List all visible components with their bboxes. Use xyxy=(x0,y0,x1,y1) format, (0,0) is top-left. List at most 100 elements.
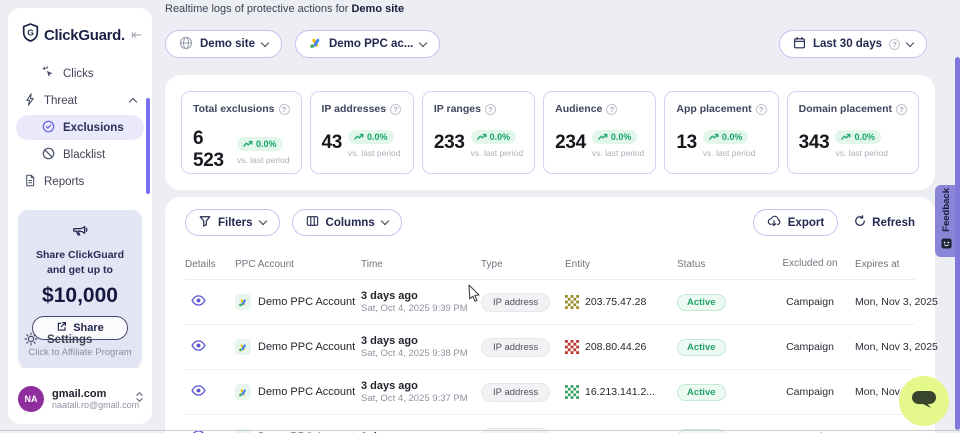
collapse-sidebar-icon[interactable]: ⇤ xyxy=(131,27,142,42)
ppc-account-name: Demo PPC Account xyxy=(258,386,356,398)
sidebar-item-reports[interactable]: Reports xyxy=(16,169,144,194)
columns-icon xyxy=(306,215,319,230)
filters-button-label: Filters xyxy=(218,216,253,229)
ip-identicon xyxy=(565,340,579,354)
stat-value: 233 xyxy=(433,132,465,153)
sidebar-item-blacklist[interactable]: Blacklist xyxy=(16,142,144,167)
entity-value: 208.80.44.26 xyxy=(585,341,647,353)
chevron-down-icon xyxy=(260,38,270,47)
calendar-icon xyxy=(793,36,806,52)
trend-value: 0.0% xyxy=(256,139,277,149)
window-bottom-edge xyxy=(0,430,960,431)
time-absolute: Sat, Oct 4, 2025 9:38 PM xyxy=(361,348,468,359)
sidebar-item-settings[interactable]: Settings xyxy=(8,328,152,352)
account-filter-value: Demo PPC ac... xyxy=(328,38,414,50)
gear-icon xyxy=(24,331,38,349)
col-header-status[interactable]: Status xyxy=(677,259,706,270)
col-header-excluded-on[interactable]: Excluded on xyxy=(782,258,838,269)
refresh-icon xyxy=(854,215,866,230)
export-button[interactable]: Export xyxy=(752,209,839,236)
click-cursor-icon xyxy=(42,65,55,82)
table-row[interactable]: Demo PPC Account 3 days ago Sat, Oct 4, 2… xyxy=(185,280,938,325)
type-badge: IP address xyxy=(481,337,551,357)
date-range-dropdown[interactable]: Last 30 days xyxy=(778,30,927,58)
share-button-label: Share xyxy=(73,322,104,335)
ppc-account-name: Demo PPC Account xyxy=(258,431,355,433)
excluded-on-value: Campaign xyxy=(777,431,843,433)
stat-value: 6 523 xyxy=(193,128,224,171)
page-title: Realtime logs of protective actions for … xyxy=(165,3,404,15)
megaphone-icon xyxy=(72,222,89,242)
divider xyxy=(20,367,140,368)
sidebar-item-clicks[interactable]: Clicks xyxy=(16,61,144,86)
stat-card-audience: Audience 234 0.0% vs. last period xyxy=(543,91,657,174)
lightning-icon xyxy=(24,92,36,109)
sidebar-item-exclusions[interactable]: Exclusions xyxy=(16,115,144,140)
trend-up-icon xyxy=(841,133,851,140)
help-icon[interactable] xyxy=(390,103,402,115)
sidebar-item-threat[interactable]: Threat xyxy=(16,88,144,113)
check-circle-icon xyxy=(42,120,55,136)
globe-icon xyxy=(179,36,193,53)
affiliate-promo-card[interactable]: Share ClickGuard and get up to $10,000 S… xyxy=(18,210,142,369)
svg-text:G: G xyxy=(27,27,34,37)
view-details-eye-icon[interactable] xyxy=(191,430,206,433)
google-ads-icon xyxy=(235,384,251,400)
table-row[interactable]: Demo PPC Account 3 days ago Sat, Oct 4, 2… xyxy=(185,370,938,415)
stat-label: IP ranges xyxy=(433,103,481,115)
stat-card-ip-addresses: IP addresses 43 0.0% vs. last period xyxy=(309,91,414,174)
help-icon[interactable] xyxy=(606,103,618,115)
feedback-label: Feedback xyxy=(940,187,952,232)
status-badge: Active xyxy=(677,383,726,401)
stat-label: Total exclusions xyxy=(193,103,275,115)
columns-button[interactable]: Columns xyxy=(291,209,402,236)
stats-panel: Total exclusions 6 523 0.0% vs. last per… xyxy=(165,75,935,190)
promo-amount: $10,000 xyxy=(42,284,118,308)
trend-value: 0.0% xyxy=(721,132,743,142)
document-icon xyxy=(24,174,36,190)
help-icon[interactable] xyxy=(889,38,900,50)
site-filter-dropdown[interactable]: Demo site xyxy=(165,30,282,58)
help-icon[interactable] xyxy=(278,103,290,115)
settings-label: Settings xyxy=(47,334,93,346)
view-details-eye-icon[interactable] xyxy=(191,295,206,309)
time-absolute: Sat, Oct 4, 2025 9:39 PM xyxy=(361,303,468,314)
stat-label: IP addresses xyxy=(321,103,387,115)
col-header-type[interactable]: Type xyxy=(481,259,503,270)
col-header-entity[interactable]: Entity xyxy=(565,259,591,270)
col-header-account[interactable]: PPC Account xyxy=(235,259,294,270)
time-relative: 3 days ago xyxy=(361,335,418,347)
col-header-details[interactable]: Details xyxy=(185,259,216,270)
sidebar-item-label: Threat xyxy=(44,94,78,107)
excluded-on-value: Campaign xyxy=(786,341,834,353)
help-icon[interactable] xyxy=(755,103,767,115)
table-row[interactable]: Demo PPC Account 3 days ago Sat, Oct 4, 2… xyxy=(185,325,938,370)
view-details-eye-icon[interactable] xyxy=(191,340,206,354)
trend-value: 0.0% xyxy=(854,132,875,142)
refresh-button[interactable]: Refresh xyxy=(854,215,915,230)
sidebar-scrollbar[interactable] xyxy=(146,98,150,194)
feedback-tab[interactable]: Feedback xyxy=(935,185,957,257)
chat-widget-button[interactable] xyxy=(899,376,949,426)
help-icon[interactable] xyxy=(896,103,907,115)
shield-logo-icon: G xyxy=(22,23,39,47)
account-filter-dropdown[interactable]: Demo PPC ac... xyxy=(294,30,441,58)
stat-value: 43 xyxy=(321,132,343,153)
page-scrollbar[interactable] xyxy=(955,57,960,430)
share-button[interactable]: Share xyxy=(32,316,128,341)
filters-button[interactable]: Filters xyxy=(185,209,280,236)
trend-value: 0.0% xyxy=(610,132,632,142)
user-account-menu[interactable]: NA gmail.com naatali.ro@gmail.com xyxy=(18,386,144,412)
col-header-expires-at[interactable]: Expires at xyxy=(855,259,900,270)
ip-identicon xyxy=(565,385,579,399)
trend-value: 0.0% xyxy=(367,132,388,142)
help-icon[interactable] xyxy=(484,103,496,115)
ip-identicon xyxy=(565,295,579,309)
stat-value: 234 xyxy=(555,132,586,153)
col-header-time[interactable]: Time xyxy=(361,259,383,270)
view-details-eye-icon[interactable] xyxy=(191,385,206,399)
trend-caption: vs. last period xyxy=(591,148,645,158)
selector-up-down-icon xyxy=(135,390,144,408)
google-ads-icon xyxy=(235,294,251,310)
excluded-on-value: Campaign xyxy=(786,296,834,308)
